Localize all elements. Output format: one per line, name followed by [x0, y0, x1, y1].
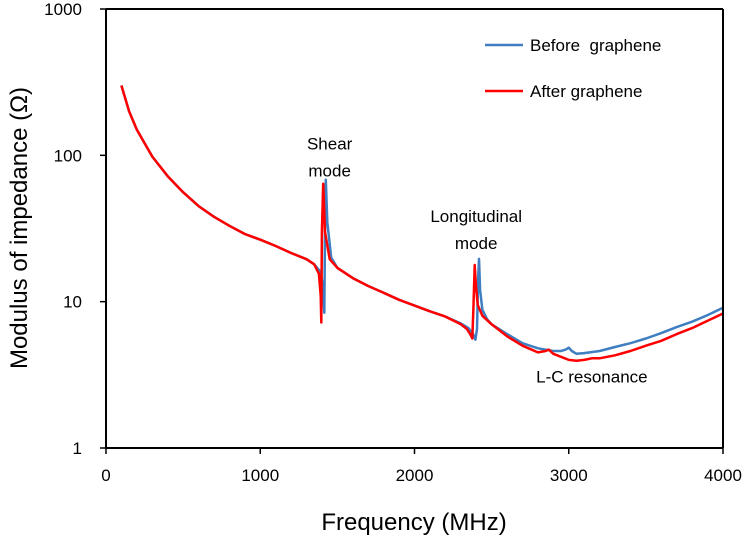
- annotation-longitudinal-mode: Longitudinal mode: [430, 207, 522, 253]
- x-tick-label: 4000: [704, 466, 742, 485]
- y-tick-label: 100: [54, 146, 82, 165]
- x-tick-label: 2000: [396, 466, 434, 485]
- series-line-before-graphene: [120, 85, 724, 356]
- x-axis-title: Frequency (MHz): [321, 509, 506, 536]
- legend: Before graphene After graphene: [485, 36, 661, 101]
- series-line-after-graphene: [120, 85, 724, 362]
- legend-label-before: Before graphene: [530, 36, 661, 55]
- x-tick-label: 1000: [241, 466, 279, 485]
- axes: [105, 8, 724, 449]
- y-tick-label: 10: [63, 293, 82, 312]
- y-axis-title: Modulus of impedance (Ω): [6, 87, 33, 369]
- legend-label-after: After graphene: [530, 82, 642, 101]
- ticks: 0 1000 2000 3000 4000 1 10 100 1000: [44, 0, 742, 485]
- series-layer: [120, 85, 724, 362]
- y-tick-label: 1: [73, 439, 82, 458]
- x-tick-label: 0: [101, 466, 110, 485]
- x-tick-label: 3000: [550, 466, 588, 485]
- annotations: Shear mode Longitudinal mode L-C resonance: [307, 134, 648, 386]
- annotation-l-c-resonance: L-C resonance: [536, 368, 648, 387]
- y-tick-label: 1000: [44, 0, 82, 19]
- annotation-shear-mode: Shear mode: [307, 134, 353, 180]
